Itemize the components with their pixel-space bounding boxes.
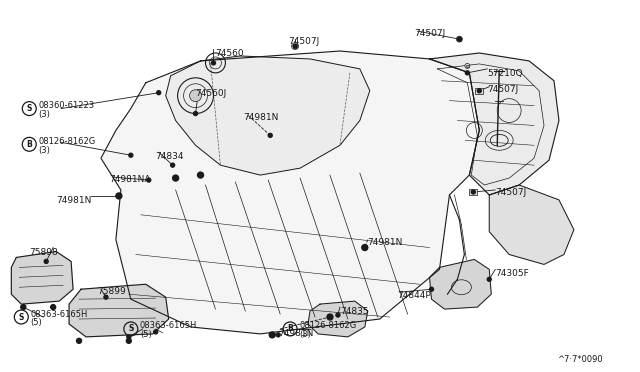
- Circle shape: [268, 134, 272, 137]
- Circle shape: [193, 112, 198, 116]
- Text: ^7·7*0090: ^7·7*0090: [557, 355, 603, 364]
- Circle shape: [465, 63, 470, 68]
- Bar: [466, 65, 468, 67]
- Text: 74981N: 74981N: [56, 196, 92, 205]
- Circle shape: [362, 244, 368, 250]
- Text: 08126-8162G: 08126-8162G: [299, 321, 356, 330]
- Text: B: B: [287, 324, 293, 333]
- Text: 74981N: 74981N: [243, 113, 278, 122]
- Circle shape: [116, 193, 122, 199]
- Text: S: S: [19, 312, 24, 321]
- Circle shape: [293, 44, 297, 48]
- Circle shape: [117, 194, 121, 198]
- Polygon shape: [69, 284, 169, 337]
- FancyBboxPatch shape: [469, 189, 477, 195]
- Circle shape: [157, 91, 161, 95]
- FancyBboxPatch shape: [476, 88, 483, 94]
- Circle shape: [104, 295, 108, 299]
- Polygon shape: [429, 259, 492, 309]
- Polygon shape: [489, 185, 574, 264]
- Circle shape: [211, 61, 216, 65]
- Text: S: S: [128, 324, 134, 333]
- Circle shape: [269, 332, 275, 338]
- Circle shape: [127, 335, 131, 339]
- Circle shape: [336, 313, 340, 317]
- Circle shape: [292, 42, 299, 49]
- Bar: [293, 44, 297, 48]
- Polygon shape: [166, 56, 370, 175]
- Text: 74305F: 74305F: [495, 269, 529, 278]
- Circle shape: [363, 246, 367, 250]
- Circle shape: [77, 339, 81, 343]
- Polygon shape: [101, 51, 479, 334]
- Circle shape: [487, 277, 492, 281]
- Circle shape: [21, 305, 26, 309]
- Text: (3): (3): [38, 146, 50, 155]
- Circle shape: [456, 36, 462, 42]
- Text: 74507J: 74507J: [415, 29, 446, 38]
- Text: 75898: 75898: [29, 247, 58, 257]
- Polygon shape: [308, 301, 368, 337]
- Text: B: B: [26, 140, 32, 149]
- Circle shape: [147, 178, 151, 182]
- Text: 74507J: 74507J: [495, 188, 527, 197]
- Circle shape: [154, 330, 157, 334]
- Text: 74560J: 74560J: [196, 89, 227, 98]
- Circle shape: [270, 333, 274, 337]
- Text: 74844P: 74844P: [397, 291, 431, 300]
- Text: 74560: 74560: [216, 49, 244, 58]
- Polygon shape: [12, 251, 73, 304]
- Circle shape: [189, 90, 202, 102]
- Circle shape: [198, 172, 204, 178]
- Circle shape: [276, 333, 280, 337]
- Bar: [458, 38, 461, 41]
- Text: 75899: 75899: [97, 287, 125, 296]
- Circle shape: [465, 71, 469, 75]
- Text: 74835: 74835: [340, 307, 369, 316]
- Text: 08363-6165H: 08363-6165H: [30, 310, 88, 318]
- Circle shape: [471, 190, 476, 194]
- Circle shape: [458, 38, 461, 41]
- Circle shape: [51, 305, 56, 310]
- Text: 74981N: 74981N: [367, 238, 402, 247]
- Text: (3): (3): [299, 330, 311, 339]
- Circle shape: [171, 163, 175, 167]
- Circle shape: [458, 37, 461, 41]
- Polygon shape: [429, 53, 559, 195]
- Text: 74981NA: 74981NA: [109, 175, 150, 184]
- Text: 08360-61223: 08360-61223: [38, 101, 94, 110]
- Text: S: S: [27, 104, 32, 113]
- Circle shape: [129, 153, 133, 157]
- Circle shape: [327, 314, 333, 320]
- Text: 08126-8162G: 08126-8162G: [38, 137, 95, 146]
- Text: (5): (5): [30, 318, 42, 327]
- Text: 74507J: 74507J: [487, 85, 518, 94]
- Text: 57210Q: 57210Q: [487, 69, 523, 78]
- Text: (5): (5): [140, 330, 152, 339]
- Circle shape: [173, 175, 179, 181]
- Circle shape: [44, 259, 48, 263]
- Circle shape: [429, 287, 433, 291]
- Text: (3): (3): [38, 110, 50, 119]
- Circle shape: [477, 89, 481, 93]
- Text: 74507J: 74507J: [288, 37, 319, 46]
- Circle shape: [21, 305, 26, 310]
- Text: 08363-6165H: 08363-6165H: [140, 321, 197, 330]
- Text: 74834: 74834: [156, 152, 184, 161]
- Circle shape: [126, 339, 131, 343]
- Text: 74981N: 74981N: [278, 329, 314, 338]
